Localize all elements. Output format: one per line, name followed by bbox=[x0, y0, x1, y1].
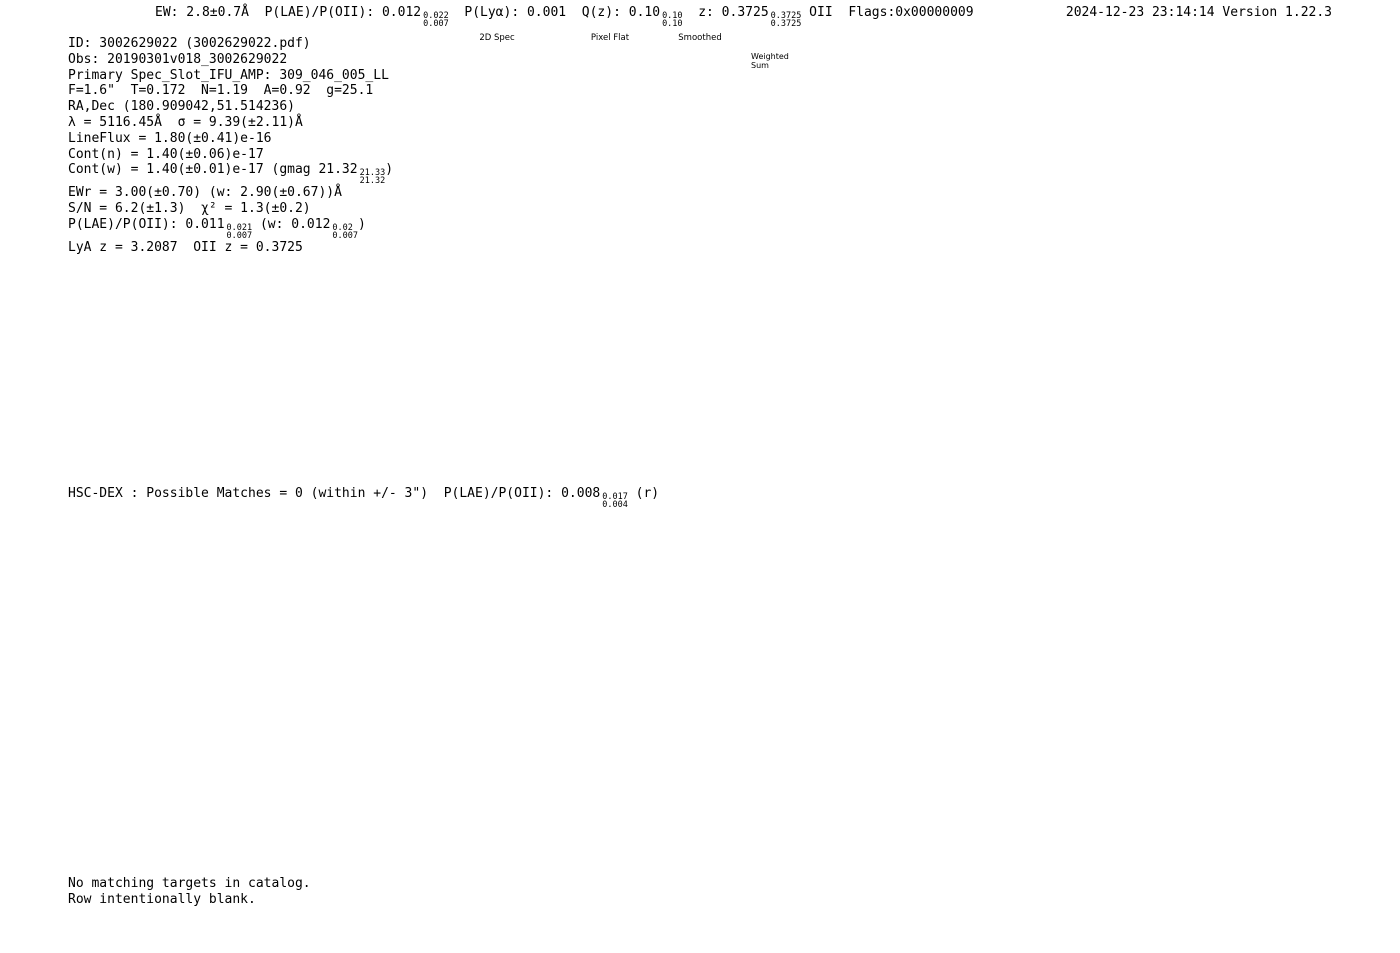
info-line: EWr = 3.00(±0.70) (w: 2.90(±0.67))Å bbox=[68, 185, 342, 201]
value-range: 0.021 0.007 bbox=[226, 222, 253, 241]
value-range: 0.022 0.007 bbox=[423, 11, 449, 29]
catalog-note: No matching targets in catalog. Row inten… bbox=[68, 876, 311, 907]
value-range: 0.017 0.004 bbox=[602, 492, 628, 510]
note-line: No matching targets in catalog. bbox=[68, 876, 311, 891]
info-line: ID: 3002629022 (3002629022.pdf) bbox=[68, 36, 311, 51]
header-meta: 2024-12-23 23:14:14 Version 1.22.3 bbox=[1066, 5, 1332, 20]
info-line: LineFlux = 1.80(±0.41)e-16 bbox=[68, 130, 272, 146]
header-metrics: EW: 2.8±0.7Å P(LAE)/P(OII): 0.012 0.022 0.… bbox=[155, 5, 974, 29]
value-range: 21.33 21.32 bbox=[359, 168, 386, 187]
info-line: P(LAE)/P(OII): 0.011 0.021 0.007 (w: 0.012… bbox=[68, 216, 366, 241]
info-line: LyA z = 3.2087 OII z = 0.3725 bbox=[68, 239, 303, 255]
spec2d-col-header: 2D Spec bbox=[479, 33, 515, 43]
line-fit-chart bbox=[1040, 47, 1340, 227]
version-label: Version 1.22.3 bbox=[1222, 5, 1332, 20]
timestamp: 2024-12-23 23:14:14 bbox=[1065, 5, 1215, 20]
note-line: Row intentionally blank. bbox=[68, 891, 256, 907]
info-line: S/N = 6.2(±1.3) χ² = 1.3(±0.2) bbox=[68, 201, 311, 217]
info-line: RA,Dec (180.909042,51.514236) bbox=[68, 99, 295, 115]
info-line: Obs: 20190301v018_3002629022 bbox=[68, 51, 288, 67]
info-line: Cont(w) = 1.40(±0.01)e-17 (gmag 21.32 21.… bbox=[68, 162, 394, 187]
info-line: Primary Spec_Slot_IFU_AMP: 309_046_005_L… bbox=[68, 67, 389, 83]
info-line: Cont(n) = 1.40(±0.06)e-17 bbox=[68, 146, 264, 162]
info-line: λ = 5116.45Å σ = 9.39(±2.11)Å bbox=[68, 114, 303, 130]
value-range: 0.02 0.007 bbox=[332, 222, 359, 241]
value-range: 0.3725 0.3725 bbox=[770, 11, 802, 29]
detection-info: ID: 3002629022 (3002629022.pdf) Obs: 2019… bbox=[68, 36, 393, 256]
value-range: 0.10 0.10 bbox=[662, 11, 683, 29]
hsc-match-line: HSC-DEX : Possible Matches = 0 (within +… bbox=[68, 486, 660, 510]
spec2d-col-header: Smoothed bbox=[678, 33, 722, 43]
spec2d-col-header: Pixel Flat bbox=[590, 33, 630, 43]
info-line: F=1.6" T=0.172 N=1.19 A=0.92 g=25.1 bbox=[68, 83, 374, 99]
weighted-sum-label: Weighted Sum bbox=[751, 52, 789, 70]
full-spectrum-chart bbox=[85, 270, 1315, 462]
